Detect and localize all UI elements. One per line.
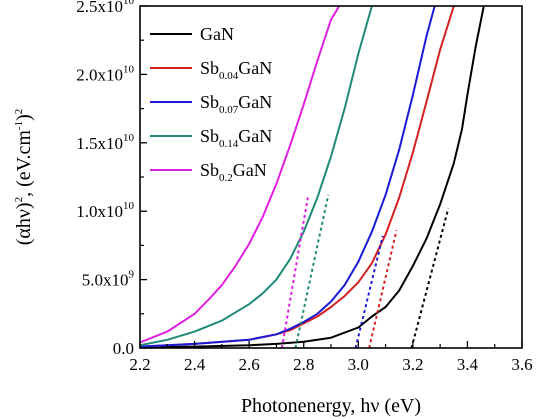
x-tick-label: 2.6	[239, 355, 260, 374]
y-label-base: (αhν)	[13, 202, 35, 245]
y-tick-label: 5.0x109	[82, 269, 135, 290]
x-tick-label: 3.0	[348, 355, 369, 374]
legend: GaN Sb0.04GaN Sb0.07GaN Sb0.14GaN Sb0.2GaN	[150, 24, 272, 184]
series-layer	[140, 6, 485, 348]
series-line-1	[140, 6, 455, 348]
legend-label-1: Sb0.04GaN	[200, 58, 272, 82]
x-tick-label: 2.2	[129, 355, 150, 374]
y-label-mid: , (eV.cm	[13, 130, 35, 197]
x-tick-label: 2.4	[184, 355, 206, 374]
x-tick-label: 3.4	[457, 355, 479, 374]
y-tick-label: 1.0x1010	[76, 200, 134, 221]
x-tick-label: 3.6	[511, 355, 532, 374]
series-line-4	[140, 6, 341, 344]
tangent-line-2	[354, 235, 384, 348]
legend-label-0: GaN	[200, 24, 234, 44]
y-label-exp3: 2	[13, 109, 25, 115]
x-axis-label: Photonenergy, hν (eV)	[241, 395, 421, 417]
tangent-line-0	[410, 208, 450, 348]
series-line-2	[140, 6, 436, 348]
y-tick-label: 2.5x1010	[76, 0, 134, 16]
legend-label-4: Sb0.2GaN	[200, 160, 267, 184]
y-label-exp2: -1	[13, 121, 25, 130]
x-tick-label: 3.2	[402, 355, 423, 374]
tangent-line-4	[280, 197, 309, 348]
series-line-3	[140, 6, 373, 347]
tick-layer: 2.2 2.4 2.6 2.8 3.0 3.2 3.4 3.6 0.0 5.0x109 1.0x10…	[76, 0, 532, 374]
y-label-exp1: 2	[13, 197, 25, 203]
y-tick-label: 2.0x1010	[76, 63, 134, 84]
y-tick-label: 0.0	[113, 339, 134, 358]
legend-label-2: Sb0.07GaN	[200, 92, 272, 116]
tangent-line-3	[294, 194, 330, 348]
series-line-0	[140, 6, 485, 348]
y-axis-label: (αhν)2, (eV.cm-1)2	[13, 109, 35, 246]
plot-frame	[139, 5, 523, 349]
y-tick-label: 1.5x1010	[76, 132, 134, 153]
y-label-close: )	[13, 114, 35, 121]
legend-label-3: Sb0.14GaN	[200, 126, 272, 150]
tangent-line-1	[368, 230, 398, 348]
x-tick-label: 2.8	[293, 355, 314, 374]
